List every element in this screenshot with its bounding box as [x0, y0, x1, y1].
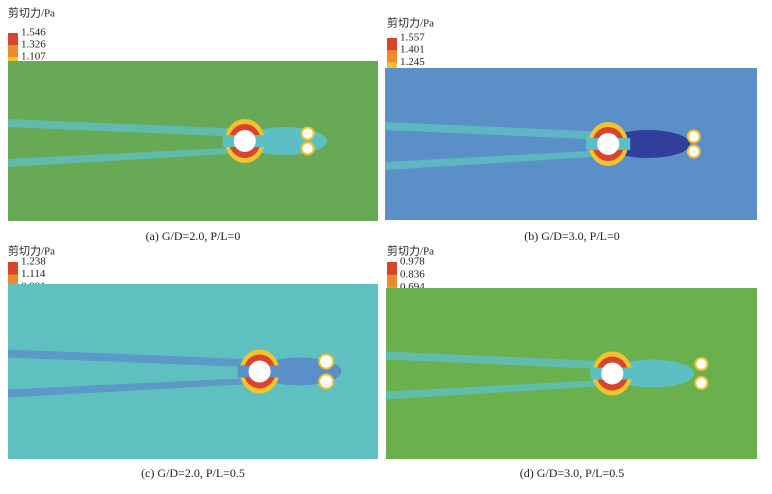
- cylinder: [233, 130, 256, 152]
- colorbar-label: 1.238: [21, 256, 46, 268]
- colorbar-label: 1.326: [21, 39, 46, 51]
- wake: [385, 150, 609, 170]
- panel: 剪切力/Pa0.9780.8360.6940.5520.4100.2680.12…: [386, 244, 757, 480]
- colorbar-label: 1.114: [21, 268, 46, 280]
- caption: (d) G/D=3.0, P/L=0.5: [520, 466, 625, 480]
- colorbar-label: 0.978: [400, 256, 425, 268]
- colorbar-label: 1.546: [21, 27, 46, 39]
- legend-title: 剪切力/Pa: [8, 6, 55, 20]
- wake: [386, 351, 613, 370]
- panel: 剪切力/Pa1.5571.4011.2451.0900.9340.7780.62…: [385, 16, 757, 243]
- small-cylinder: [302, 128, 313, 139]
- colorbar-label: 1.107: [21, 51, 46, 63]
- colorbar-band: [8, 262, 18, 276]
- field: [385, 68, 757, 220]
- legend-title: 剪切力/Pa: [387, 244, 434, 258]
- small-cylinder: [688, 146, 699, 157]
- wake: [385, 122, 609, 140]
- cylinder: [601, 362, 624, 385]
- colorbar-band: [387, 38, 397, 51]
- small-cylinder: [302, 143, 313, 154]
- field: [386, 288, 757, 459]
- cylinder: [248, 360, 271, 383]
- panel: 剪切力/Pa1.2381.1140.9910.8670.7430.6190.49…: [8, 244, 378, 480]
- cylinder: [597, 133, 620, 155]
- contour-plot: [8, 61, 378, 221]
- contour-plot: [8, 284, 378, 459]
- legend-title: 剪切力/Pa: [387, 16, 434, 30]
- colorbar-band: [8, 33, 18, 46]
- small-cylinder: [696, 378, 707, 388]
- wake: [8, 147, 245, 167]
- small-cylinder: [688, 131, 699, 142]
- contour-plot: [386, 288, 757, 459]
- small-cylinder: [320, 375, 333, 388]
- wake: [8, 349, 260, 368]
- small-cylinder: [320, 355, 333, 368]
- caption: (a) G/D=2.0, P/L=0: [146, 229, 241, 243]
- caption: (b) G/D=3.0, P/L=0: [524, 229, 620, 243]
- small-cylinder: [696, 359, 707, 369]
- colorbar-label: 1.245: [400, 56, 425, 68]
- contour-plot: [385, 68, 757, 220]
- panel: 剪切力/Pa1.5461.3261.1070.8870.6670.4480.22…: [8, 6, 378, 243]
- colorbar-band: [387, 262, 397, 276]
- colorbar-band: [8, 274, 18, 288]
- colorbar-band: [387, 274, 397, 289]
- colorbar-band: [387, 50, 397, 63]
- wake: [8, 119, 245, 137]
- wake: [8, 377, 260, 398]
- wake-core: [610, 359, 695, 388]
- colorbar-band: [8, 45, 18, 58]
- colorbar-label: 1.557: [400, 32, 425, 44]
- legend-title: 剪切力/Pa: [8, 244, 55, 258]
- colorbar-label: 1.401: [400, 44, 425, 56]
- wake-core: [606, 130, 691, 158]
- wake: [386, 379, 613, 400]
- caption: (c) G/D=2.0, P/L=0.5: [141, 466, 245, 480]
- colorbar-label: 0.836: [400, 268, 425, 280]
